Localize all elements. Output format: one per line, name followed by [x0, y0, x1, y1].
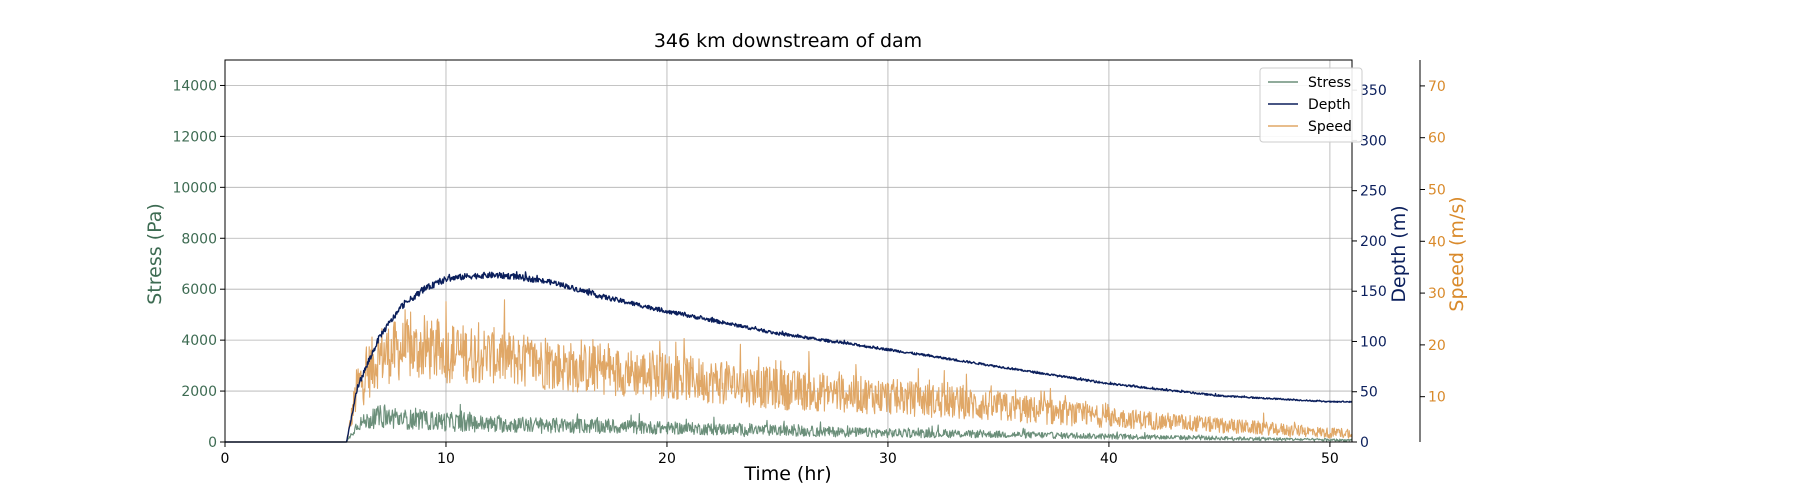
legend-label: Stress: [1308, 75, 1351, 91]
x-tick-label: 0: [221, 451, 230, 467]
speed-tick-label: 10: [1428, 390, 1446, 406]
depth-tick-label: 150: [1360, 284, 1387, 300]
depth-tick-label: 300: [1360, 133, 1387, 149]
depth-tick-label: 100: [1360, 334, 1387, 350]
series-layer: [224, 271, 1353, 443]
stress-tick-label: 0: [208, 435, 217, 451]
depth-tick-label: 50: [1360, 385, 1378, 401]
depth-tick-label: 200: [1360, 234, 1387, 250]
series-line-depth: [224, 271, 1353, 443]
x-tick-label: 10: [437, 451, 455, 467]
axes-layer: 0 10 20 30 40 5002000400060008000100001200014…: [172, 59, 1446, 467]
speed-axis-title: Speed (m/s): [1446, 196, 1468, 311]
speed-tick-label: 70: [1428, 79, 1446, 95]
series-line-speed: [225, 299, 1353, 443]
chart-title: 346 km downstream of dam: [654, 30, 922, 52]
series-line-stress: [225, 403, 1352, 443]
plot-frame: [224, 59, 1353, 443]
stress-tick-label: 2000: [181, 384, 217, 400]
speed-tick-label: 60: [1428, 131, 1446, 147]
x-axis-title: Time (hr): [743, 463, 831, 485]
stress-tick-label: 4000: [181, 333, 217, 349]
x-tick-label: 20: [658, 451, 676, 467]
depth-axis-title: Depth (m): [1388, 205, 1410, 302]
stress-axis-title: Stress (Pa): [144, 203, 166, 305]
speed-tick-label: 50: [1428, 182, 1446, 198]
legend-label: Speed: [1308, 119, 1352, 135]
stress-tick-label: 10000: [172, 180, 217, 196]
x-tick-label: 40: [1100, 451, 1118, 467]
depth-tick-label: 0: [1360, 435, 1369, 451]
legend-box: [1259, 67, 1363, 143]
speed-tick-label: 20: [1428, 338, 1446, 354]
depth-tick-label: 350: [1360, 83, 1387, 99]
stress-tick-label: 14000: [172, 78, 217, 94]
x-tick-label: 50: [1321, 451, 1339, 467]
depth-tick-label: 250: [1360, 184, 1387, 200]
speed-tick-label: 30: [1428, 286, 1446, 302]
stress-tick-label: 12000: [172, 129, 217, 145]
legend-label: Depth: [1308, 97, 1351, 113]
stress-tick-label: 8000: [181, 231, 217, 247]
x-tick-label: 30: [879, 451, 897, 467]
stress-tick-label: 6000: [181, 282, 217, 298]
legend: Stress Depth Speed: [1259, 67, 1363, 143]
speed-tick-label: 40: [1428, 234, 1446, 250]
